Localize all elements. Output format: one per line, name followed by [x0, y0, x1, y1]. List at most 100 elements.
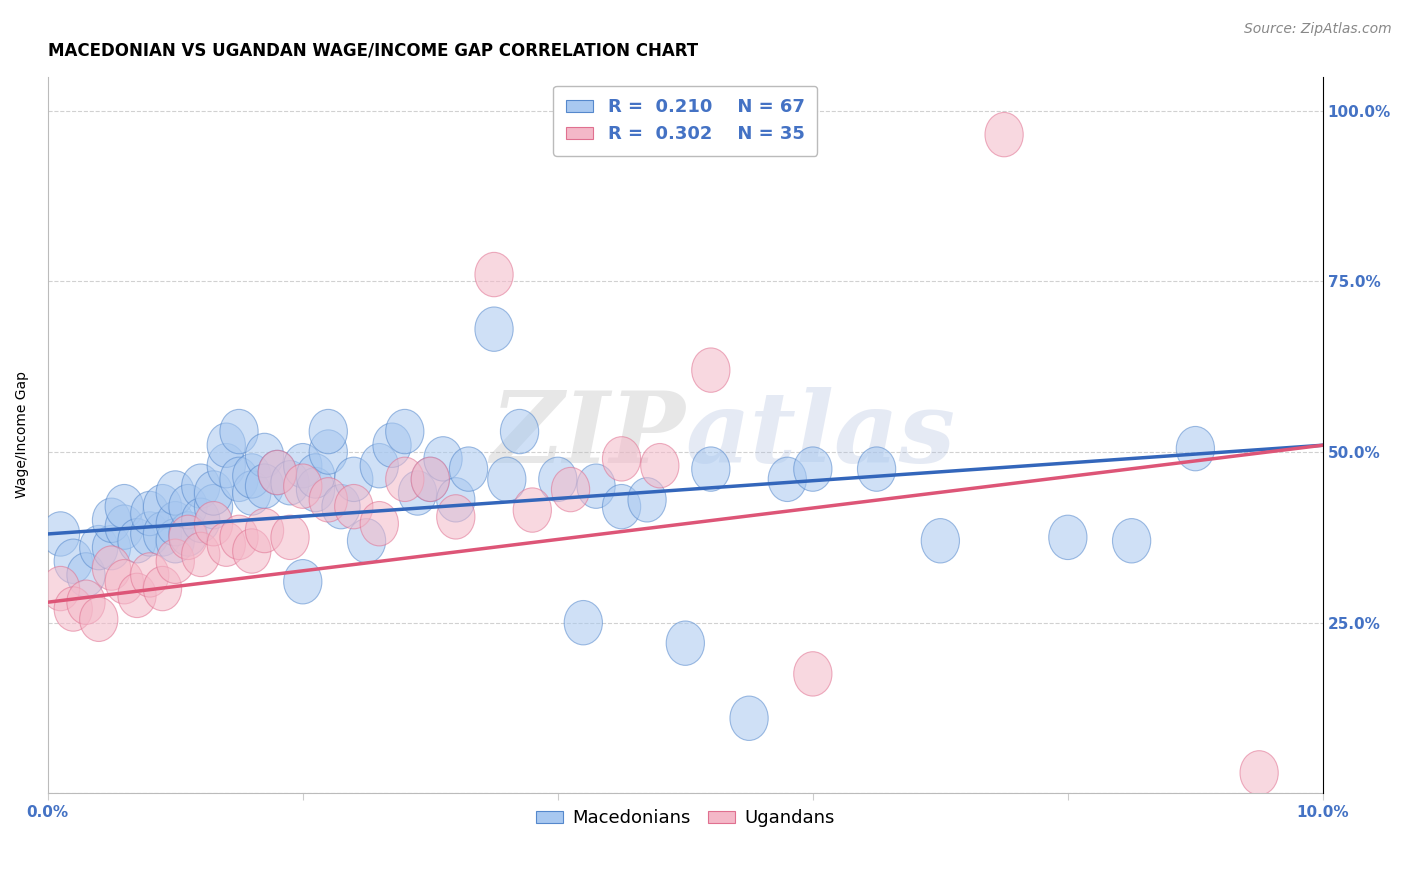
Ellipse shape [105, 505, 143, 549]
Ellipse shape [219, 516, 259, 559]
Ellipse shape [297, 454, 335, 498]
Y-axis label: Wage/Income Gap: Wage/Income Gap [15, 371, 30, 499]
Ellipse shape [169, 484, 207, 529]
Ellipse shape [246, 464, 284, 508]
Ellipse shape [602, 437, 641, 481]
Ellipse shape [309, 409, 347, 454]
Ellipse shape [794, 652, 832, 696]
Ellipse shape [194, 471, 232, 516]
Ellipse shape [194, 501, 232, 546]
Ellipse shape [986, 112, 1024, 157]
Ellipse shape [450, 447, 488, 491]
Ellipse shape [411, 458, 450, 501]
Ellipse shape [232, 454, 271, 498]
Ellipse shape [538, 458, 576, 501]
Ellipse shape [1177, 426, 1215, 471]
Ellipse shape [131, 491, 169, 536]
Ellipse shape [118, 574, 156, 617]
Ellipse shape [93, 498, 131, 542]
Ellipse shape [360, 443, 398, 488]
Ellipse shape [131, 553, 169, 597]
Ellipse shape [1240, 751, 1278, 795]
Ellipse shape [207, 443, 246, 488]
Ellipse shape [169, 516, 207, 559]
Text: ZIP: ZIP [491, 387, 685, 483]
Ellipse shape [309, 430, 347, 475]
Ellipse shape [513, 488, 551, 533]
Ellipse shape [67, 580, 105, 624]
Ellipse shape [692, 447, 730, 491]
Ellipse shape [385, 409, 425, 454]
Ellipse shape [207, 423, 246, 467]
Ellipse shape [628, 477, 666, 522]
Ellipse shape [156, 539, 194, 583]
Text: atlas: atlas [685, 387, 955, 483]
Ellipse shape [93, 525, 131, 570]
Ellipse shape [602, 484, 641, 529]
Ellipse shape [411, 458, 450, 501]
Ellipse shape [232, 471, 271, 516]
Ellipse shape [437, 495, 475, 539]
Ellipse shape [501, 409, 538, 454]
Ellipse shape [309, 477, 347, 522]
Ellipse shape [143, 512, 181, 556]
Ellipse shape [156, 471, 194, 516]
Ellipse shape [373, 423, 411, 467]
Ellipse shape [80, 597, 118, 641]
Ellipse shape [219, 409, 259, 454]
Ellipse shape [181, 533, 219, 576]
Ellipse shape [80, 525, 118, 570]
Ellipse shape [921, 518, 959, 563]
Ellipse shape [53, 539, 93, 583]
Ellipse shape [858, 447, 896, 491]
Ellipse shape [335, 484, 373, 529]
Ellipse shape [475, 307, 513, 351]
Ellipse shape [564, 600, 602, 645]
Ellipse shape [194, 484, 232, 529]
Ellipse shape [41, 566, 80, 611]
Ellipse shape [576, 464, 616, 508]
Ellipse shape [259, 450, 297, 495]
Ellipse shape [207, 522, 246, 566]
Ellipse shape [360, 501, 398, 546]
Ellipse shape [768, 458, 807, 501]
Ellipse shape [181, 498, 219, 542]
Ellipse shape [105, 484, 143, 529]
Ellipse shape [246, 434, 284, 477]
Ellipse shape [425, 437, 463, 481]
Ellipse shape [1049, 516, 1087, 559]
Text: MACEDONIAN VS UGANDAN WAGE/INCOME GAP CORRELATION CHART: MACEDONIAN VS UGANDAN WAGE/INCOME GAP CO… [48, 42, 697, 60]
Ellipse shape [53, 587, 93, 632]
Ellipse shape [437, 477, 475, 522]
Ellipse shape [475, 252, 513, 297]
Ellipse shape [246, 508, 284, 553]
Ellipse shape [335, 458, 373, 501]
Ellipse shape [93, 546, 131, 591]
Ellipse shape [105, 559, 143, 604]
Ellipse shape [488, 458, 526, 501]
Ellipse shape [232, 529, 271, 574]
Ellipse shape [271, 460, 309, 505]
Ellipse shape [156, 518, 194, 563]
Ellipse shape [641, 443, 679, 488]
Ellipse shape [551, 467, 589, 512]
Ellipse shape [666, 621, 704, 665]
Ellipse shape [143, 566, 181, 611]
Ellipse shape [284, 559, 322, 604]
Ellipse shape [347, 518, 385, 563]
Ellipse shape [322, 484, 360, 529]
Ellipse shape [284, 443, 322, 488]
Ellipse shape [692, 348, 730, 392]
Text: Source: ZipAtlas.com: Source: ZipAtlas.com [1244, 22, 1392, 37]
Ellipse shape [219, 458, 259, 501]
Ellipse shape [67, 553, 105, 597]
Ellipse shape [131, 512, 169, 556]
Ellipse shape [259, 450, 297, 495]
Ellipse shape [118, 518, 156, 563]
Ellipse shape [1112, 518, 1150, 563]
Legend: Macedonians, Ugandans: Macedonians, Ugandans [529, 802, 842, 835]
Ellipse shape [271, 516, 309, 559]
Ellipse shape [385, 458, 425, 501]
Ellipse shape [794, 447, 832, 491]
Ellipse shape [181, 464, 219, 508]
